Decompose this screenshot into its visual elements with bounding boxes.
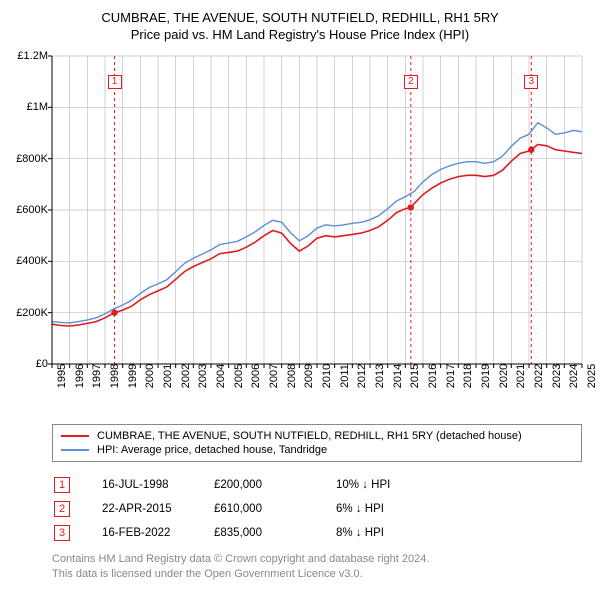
- chart-container: CUMBRAE, THE AVENUE, SOUTH NUTFIELD, RED…: [8, 10, 592, 582]
- legend-swatch: [61, 449, 89, 451]
- x-axis-labels: 1995199619971998199920002001200220032004…: [8, 376, 592, 416]
- x-tick-label: 2013: [374, 364, 386, 388]
- legend-item: CUMBRAE, THE AVENUE, SOUTH NUTFIELD, RED…: [61, 429, 573, 443]
- x-tick-label: 2021: [515, 364, 527, 388]
- event-date: 22-APR-2015: [72, 498, 212, 520]
- y-tick-label: £400K: [16, 255, 48, 267]
- x-tick-label: 2025: [586, 364, 598, 388]
- x-tick-label: 2018: [462, 364, 474, 388]
- y-tick-label: £800K: [16, 153, 48, 165]
- x-tick-label: 2003: [197, 364, 209, 388]
- attribution-line: This data is licensed under the Open Gov…: [52, 567, 582, 582]
- event-price: £835,000: [214, 522, 334, 544]
- x-tick-label: 2007: [268, 364, 280, 388]
- legend-label: CUMBRAE, THE AVENUE, SOUTH NUTFIELD, RED…: [97, 430, 522, 442]
- x-tick-label: 2017: [445, 364, 457, 388]
- y-tick-label: £0: [36, 358, 48, 370]
- event-marker-badge: 1: [54, 477, 70, 493]
- event-price: £610,000: [214, 498, 334, 520]
- event-date: 16-FEB-2022: [72, 522, 212, 544]
- x-tick-label: 1998: [109, 364, 121, 388]
- x-tick-label: 2008: [286, 364, 298, 388]
- event-marker-badge: 2: [404, 75, 418, 89]
- event-date: 16-JUL-1998: [72, 474, 212, 496]
- event-price: £200,000: [214, 474, 334, 496]
- y-tick-label: £1.2M: [17, 50, 48, 62]
- table-row: 222-APR-2015£610,0006% ↓ HPI: [54, 498, 456, 520]
- y-tick-label: £600K: [16, 204, 48, 216]
- x-tick-label: 1999: [127, 364, 139, 388]
- x-tick-label: 1997: [91, 364, 103, 388]
- x-tick-label: 2006: [250, 364, 262, 388]
- legend-item: HPI: Average price, detached house, Tand…: [61, 443, 573, 457]
- y-tick-label: £200K: [16, 307, 48, 319]
- legend-swatch: [61, 435, 89, 437]
- x-tick-label: 2004: [215, 364, 227, 388]
- attribution: Contains HM Land Registry data © Crown c…: [52, 552, 582, 582]
- legend: CUMBRAE, THE AVENUE, SOUTH NUTFIELD, RED…: [52, 424, 582, 462]
- x-tick-label: 2001: [162, 364, 174, 388]
- chart-title: CUMBRAE, THE AVENUE, SOUTH NUTFIELD, RED…: [8, 10, 592, 25]
- x-tick-label: 2010: [321, 364, 333, 388]
- x-tick-label: 2012: [356, 364, 368, 388]
- x-tick-label: 2011: [339, 364, 351, 388]
- legend-label: HPI: Average price, detached house, Tand…: [97, 444, 327, 456]
- table-row: 116-JUL-1998£200,00010% ↓ HPI: [54, 474, 456, 496]
- x-tick-label: 2019: [480, 364, 492, 388]
- chart-subtitle: Price paid vs. HM Land Registry's House …: [8, 27, 592, 42]
- event-marker-badge: 2: [54, 501, 70, 517]
- x-tick-label: 1996: [74, 364, 86, 388]
- x-tick-label: 2002: [180, 364, 192, 388]
- x-tick-label: 2024: [568, 364, 580, 388]
- x-tick-label: 2016: [427, 364, 439, 388]
- y-tick-label: £1M: [27, 101, 48, 113]
- x-tick-label: 1995: [56, 364, 68, 388]
- event-marker-badge: 3: [524, 75, 538, 89]
- x-tick-label: 2023: [551, 364, 563, 388]
- event-diff: 6% ↓ HPI: [336, 498, 456, 520]
- x-tick-label: 2020: [498, 364, 510, 388]
- event-markers-table: 116-JUL-1998£200,00010% ↓ HPI222-APR-201…: [52, 472, 458, 546]
- event-diff: 8% ↓ HPI: [336, 522, 456, 544]
- event-marker-badge: 1: [108, 75, 122, 89]
- plot-area: £0 £200K £400K £600K £800K £1M £1.2M 1995 1996 1…: [8, 50, 592, 410]
- line-chart-svg: [8, 50, 592, 370]
- x-tick-label: 2009: [303, 364, 315, 388]
- event-diff: 10% ↓ HPI: [336, 474, 456, 496]
- event-marker-badge: 3: [54, 525, 70, 541]
- x-tick-label: 2022: [533, 364, 545, 388]
- table-row: 316-FEB-2022£835,0008% ↓ HPI: [54, 522, 456, 544]
- x-tick-label: 2000: [144, 364, 156, 388]
- attribution-line: Contains HM Land Registry data © Crown c…: [52, 552, 582, 567]
- x-tick-label: 2015: [409, 364, 421, 388]
- x-tick-label: 2005: [233, 364, 245, 388]
- x-tick-label: 2014: [392, 364, 404, 388]
